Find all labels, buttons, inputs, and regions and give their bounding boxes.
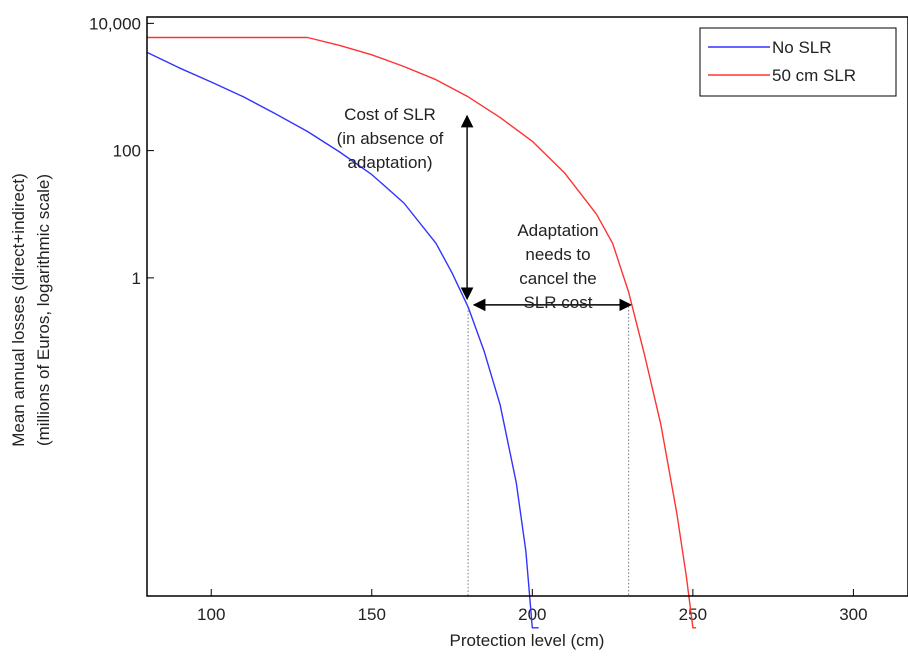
- annotation-adaptation-line-0: Adaptation: [517, 221, 598, 240]
- legend-box: [699, 27, 897, 97]
- series-line-0: [146, 51, 539, 629]
- x-tick-label-2: 200: [518, 605, 546, 624]
- axis-ticks: 100 150 200 250 300 10,000 100 1: [89, 14, 868, 624]
- plot-frame: [146, 16, 908, 597]
- annotation-adaptation-line-1: needs to: [525, 245, 590, 264]
- annotations: Cost of SLR (in absence of adaptation) Adap…: [337, 105, 632, 312]
- x-tick-label-4: 300: [839, 605, 867, 624]
- annotation-cost-line-1: (in absence of: [337, 129, 444, 148]
- x-tick-label-3: 250: [679, 605, 707, 624]
- x-axis-label: Protection level (cm): [450, 631, 605, 650]
- y-tick-label-0: 10,000: [89, 14, 141, 33]
- legend-label-1: 50 cm SLR: [772, 66, 856, 85]
- y-tick-label-1: 100: [113, 142, 141, 161]
- annotation-cost-line-2: adaptation): [347, 153, 432, 172]
- annotation-adaptation-line-2: cancel the: [519, 269, 597, 288]
- series-layer: [146, 36, 697, 629]
- y-tick-label-2: 1: [132, 269, 141, 288]
- annotation-cost-line-0: Cost of SLR: [344, 105, 436, 124]
- y-axis-label: Mean annual losses (direct+indirect) (mi…: [9, 173, 53, 447]
- annotation-adaptation-line-3: SLR cost: [524, 293, 593, 312]
- y-axis-label-line1: Mean annual losses (direct+indirect): [9, 173, 28, 447]
- legend: No SLR 50 cm SLR: [699, 27, 897, 97]
- x-tick-label-1: 150: [358, 605, 386, 624]
- y-axis-label-line2: (millions of Euros, logarithmic scale): [34, 174, 53, 446]
- x-tick-label-0: 100: [197, 605, 225, 624]
- legend-label-0: No SLR: [772, 38, 832, 57]
- series-line-1: [147, 36, 697, 629]
- marker-lines: [467, 302, 630, 596]
